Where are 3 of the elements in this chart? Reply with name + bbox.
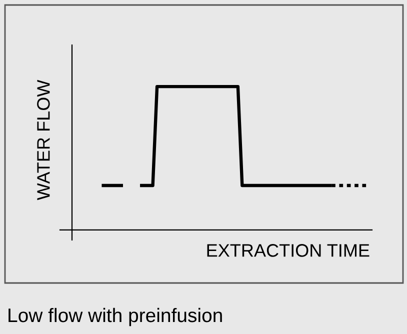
y-axis-title: WATER FLOW	[37, 80, 50, 200]
x-axis-title: EXTRACTION TIME	[207, 244, 370, 257]
text: Low flow with preinfusion	[8, 308, 222, 326]
